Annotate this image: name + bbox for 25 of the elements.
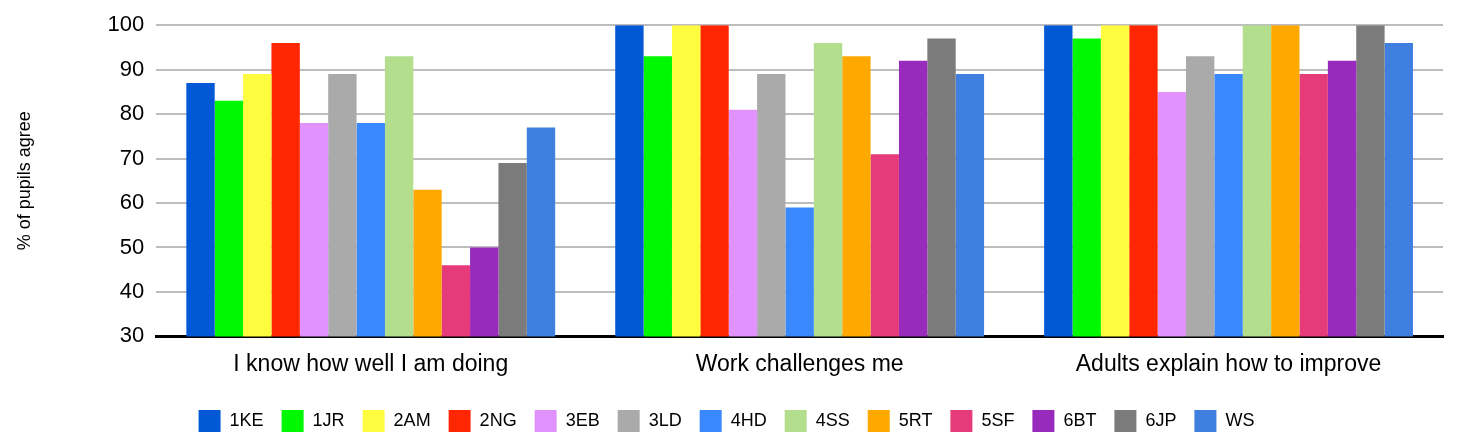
y-tick-label: 30: [119, 322, 145, 348]
legend-label: 3LD: [648, 409, 682, 430]
legend-label: 3EB: [565, 409, 600, 430]
y-axis-title: % of pupils agree: [13, 111, 34, 251]
x-tick-label: Adults explain how to improve: [1075, 349, 1382, 376]
legend-label: 5RT: [898, 409, 933, 430]
y-tick-label: 70: [119, 144, 145, 170]
legend-label: 4SS: [815, 409, 850, 430]
x-tick-label: Work challenges me: [695, 349, 904, 376]
y-tick-label: 80: [119, 100, 145, 126]
legend-label: 6JP: [1145, 409, 1177, 430]
y-tick-label: 40: [119, 278, 145, 304]
legend-label: 2NG: [479, 409, 517, 430]
y-tick-label: 50: [119, 233, 145, 259]
legend-label: WS: [1225, 409, 1255, 430]
legend-label: 6BT: [1063, 409, 1097, 430]
y-tick-label: 60: [119, 189, 145, 215]
legend-label: 2AM: [393, 409, 431, 430]
legend-label: 1JR: [312, 409, 345, 430]
legend-label: 5SF: [981, 409, 1015, 430]
legend-label: 4HD: [730, 409, 767, 430]
y-tick-label: 90: [119, 55, 145, 81]
x-tick-label: I know how well I am doing: [233, 349, 509, 376]
y-tick-label: 100: [107, 11, 145, 37]
legend-label: 1KE: [229, 409, 264, 430]
